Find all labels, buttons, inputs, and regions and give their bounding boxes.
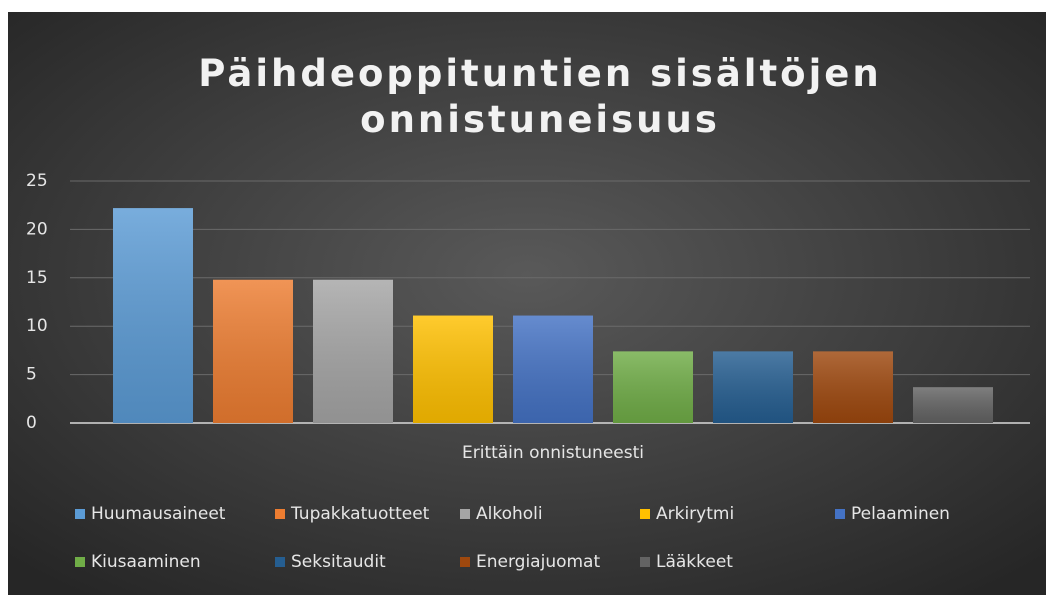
bar [513, 315, 593, 423]
legend-swatch [460, 557, 470, 567]
bar [213, 279, 293, 423]
y-tick-label: 25 [26, 171, 48, 191]
legend-swatch [275, 557, 285, 567]
legend-item: Huumausaineet [75, 504, 226, 524]
legend-label: Kiusaaminen [91, 552, 201, 572]
legend-label: Lääkkeet [656, 552, 733, 572]
x-tick-label: Erittäin onnistuneesti [462, 443, 644, 463]
legend-label: Energiajuomat [476, 552, 600, 572]
legend-swatch [75, 557, 85, 567]
legend-swatch [640, 557, 650, 567]
legend-swatch [75, 509, 85, 519]
legend-swatch [835, 509, 845, 519]
legend-label: Huumausaineet [91, 504, 226, 524]
legend-label: Pelaaminen [851, 504, 950, 524]
bar [413, 315, 493, 423]
legend-item: Lääkkeet [640, 552, 733, 572]
bar [813, 351, 893, 423]
chart-title: Päihdeoppituntien sisältöjen onnistuneisu… [198, 52, 881, 141]
y-tick-label: 15 [26, 268, 48, 288]
legend-label: Alkoholi [476, 504, 543, 524]
legend-item: Energiajuomat [460, 552, 600, 572]
legend-item: Kiusaaminen [75, 552, 201, 572]
bar [313, 279, 393, 423]
legend-swatch [460, 509, 470, 519]
legend-label: Arkirytmi [656, 504, 734, 524]
legend-item: Arkirytmi [640, 504, 734, 524]
legend-swatch [640, 509, 650, 519]
bar [613, 351, 693, 423]
y-tick-label: 5 [26, 365, 37, 385]
bar [113, 208, 193, 423]
legend-swatch [275, 509, 285, 519]
legend-item: Pelaaminen [835, 504, 950, 524]
bar [713, 351, 793, 423]
y-tick-label: 0 [26, 413, 37, 433]
legend-item: Tupakkatuotteet [275, 504, 430, 524]
y-tick-label: 10 [26, 316, 48, 336]
y-tick-label: 20 [26, 219, 48, 239]
legend-label: Seksitaudit [291, 552, 386, 572]
legend-item: Seksitaudit [275, 552, 386, 572]
legend-item: Alkoholi [460, 504, 543, 524]
bar [913, 387, 993, 423]
legend-label: Tupakkatuotteet [290, 504, 430, 524]
